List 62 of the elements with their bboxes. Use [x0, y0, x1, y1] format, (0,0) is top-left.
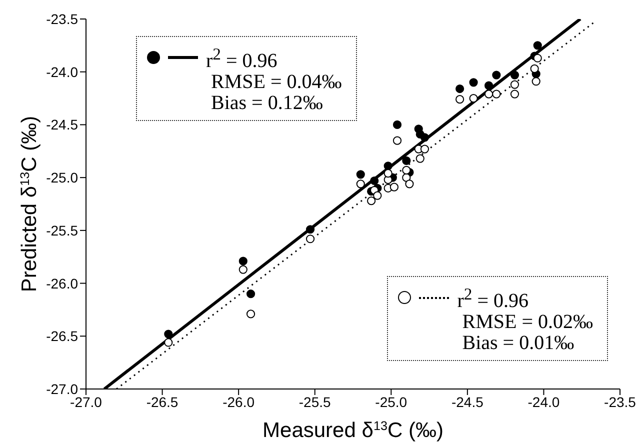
point — [456, 95, 464, 104]
point — [492, 90, 501, 98]
point — [246, 310, 256, 318]
y-tick-label: -26.0 — [46, 275, 78, 292]
point — [238, 265, 248, 274]
point — [533, 54, 542, 62]
point — [246, 290, 256, 298]
point — [484, 81, 494, 90]
point — [306, 225, 315, 234]
annotation: RMSE = 0.02‰ — [462, 311, 593, 333]
point — [469, 94, 478, 103]
annotation: Bias = 0.01‰ — [462, 332, 576, 354]
point — [532, 77, 540, 86]
y-tick-label: -25.5 — [46, 222, 78, 238]
point — [402, 156, 411, 165]
y-tick-label: -25.0 — [46, 170, 78, 186]
annotation: RMSE = 0.04‰ — [211, 70, 342, 93]
x-tick-label: -25.0 — [375, 394, 408, 410]
y-tick-label: -26.5 — [46, 328, 78, 344]
point — [402, 166, 411, 174]
point — [533, 41, 542, 50]
y-tick-label: -24.5 — [46, 116, 78, 133]
point — [164, 330, 173, 338]
point — [392, 136, 402, 145]
y-tick-label: -23.5 — [46, 10, 78, 27]
point — [530, 64, 539, 73]
legend: r$^{2}$ = 0.96 RMSE = 0.04‰ Bias = 0.12‰ — [136, 36, 357, 121]
x-axis-title: Measured δ$^{13}$C (‰) — [262, 419, 444, 442]
point — [356, 170, 365, 179]
point — [484, 90, 494, 98]
point — [384, 162, 392, 170]
x-tick-label: -24.5 — [451, 394, 484, 410]
point — [469, 78, 478, 87]
legend-label: r$^{2}$ = 0.96 — [206, 44, 278, 72]
x-tick-label: -23.5 — [604, 394, 636, 410]
x-tick-label: -26.0 — [222, 394, 255, 410]
point — [416, 154, 424, 163]
point — [238, 256, 248, 266]
point — [370, 176, 379, 186]
point — [373, 191, 382, 200]
point — [492, 70, 501, 80]
x-tick-label: -25.5 — [298, 394, 332, 410]
point — [390, 182, 398, 192]
legend: r$^{2}$ = 0.96 RMSE = 0.02‰ Bias = 0.01‰ — [387, 276, 608, 361]
point — [420, 133, 430, 142]
x-tick-label: -26.5 — [146, 394, 178, 410]
point — [510, 90, 520, 98]
x-tick-label: -24.0 — [528, 394, 560, 410]
point — [420, 144, 430, 154]
point — [164, 338, 173, 347]
point — [384, 169, 392, 178]
point — [356, 180, 365, 188]
point — [510, 70, 520, 80]
point — [405, 180, 414, 188]
point — [392, 120, 402, 130]
annotation: Bias = 0.12‰ — [211, 92, 324, 114]
point — [367, 196, 376, 206]
legend-label: r$^{2}$ = 0.96 — [457, 284, 529, 312]
point — [510, 80, 520, 89]
y-tick-label: -24.0 — [46, 64, 78, 80]
point — [306, 234, 315, 244]
point — [456, 84, 464, 94]
